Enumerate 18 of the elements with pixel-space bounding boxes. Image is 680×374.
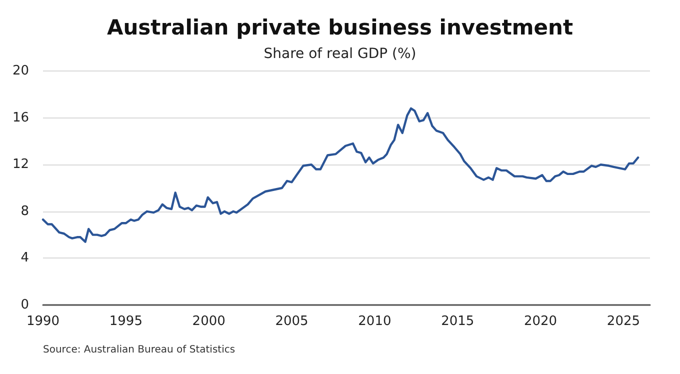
x-tick-label: 1990 <box>26 314 60 329</box>
x-tick-label: 1995 <box>109 314 142 329</box>
chart-subtitle: Share of real GDP (%) <box>264 46 416 62</box>
y-tick-label: 20 <box>12 64 29 78</box>
y-tick-label: 8 <box>20 204 29 219</box>
x-tick-label: 2010 <box>358 314 392 329</box>
y-tick-label: 4 <box>20 250 29 266</box>
x-tick-label: 2020 <box>524 314 558 329</box>
x-tick-label: 2000 <box>192 314 226 329</box>
y-tick-label: 16 <box>12 110 29 126</box>
x-tick-label: 2025 <box>606 314 640 329</box>
chart-title: Australian private business investment <box>106 16 574 40</box>
x-tick-label: 2015 <box>441 314 474 329</box>
x-tick-label: 2005 <box>275 314 308 329</box>
y-tick-label: 12 <box>12 157 29 172</box>
source-note: Source: Australian Bureau of Statistics <box>43 344 236 356</box>
y-tick-label: 0 <box>20 298 29 312</box>
line-series <box>42 107 640 243</box>
